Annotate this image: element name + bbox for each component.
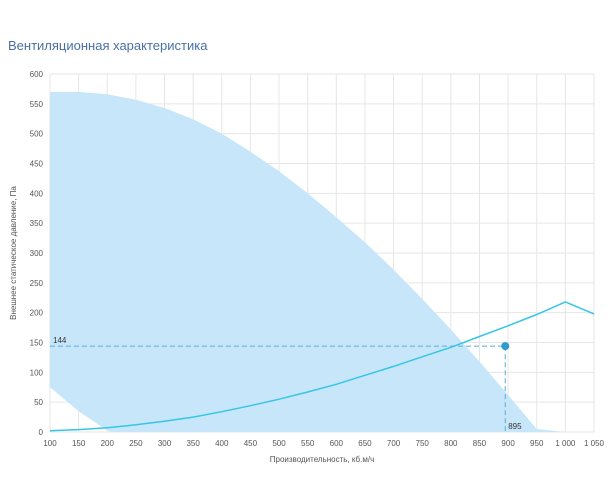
network-curve bbox=[49, 301, 595, 432]
operating-point[interactable] bbox=[501, 342, 510, 351]
x-tick-label: 700 bbox=[387, 439, 401, 448]
x-tick-label: 350 bbox=[186, 439, 200, 448]
x-ticks: 100 150 200 250 300 350 400 450 500 550 600 650 700 7… bbox=[43, 439, 604, 448]
chart-title: Вентиляционная характеристика bbox=[8, 38, 208, 53]
x-tick-label: 850 bbox=[473, 439, 487, 448]
y-tick-label: 300 bbox=[30, 249, 44, 258]
x-tick-label: 250 bbox=[129, 439, 143, 448]
y-tick-label: 550 bbox=[30, 100, 44, 109]
y-tick-label: 50 bbox=[34, 398, 43, 407]
operating-y-label: 144 bbox=[53, 336, 67, 345]
y-tick-label: 500 bbox=[30, 130, 44, 139]
x-tick-label: 100 bbox=[43, 439, 57, 448]
y-ticks: 0 50 100 150 200 250 300 350 400 450 500 550 600 bbox=[30, 70, 44, 437]
lines bbox=[49, 301, 595, 432]
guides: 144 895 bbox=[50, 336, 522, 432]
x-tick-label: 200 bbox=[101, 439, 115, 448]
x-tick-label: 1 000 bbox=[555, 439, 576, 448]
x-tick-label: 150 bbox=[72, 439, 86, 448]
x-tick-label: 750 bbox=[416, 439, 430, 448]
x-tick-label: 1 050 bbox=[584, 439, 605, 448]
y-tick-label: 150 bbox=[30, 339, 44, 348]
x-tick-label: 900 bbox=[501, 439, 515, 448]
x-tick-label: 800 bbox=[444, 439, 458, 448]
y-tick-label: 400 bbox=[30, 189, 44, 198]
y-tick-label: 350 bbox=[30, 219, 44, 228]
working-area bbox=[50, 91, 594, 433]
x-tick-label: 600 bbox=[330, 439, 344, 448]
x-tick-label: 500 bbox=[272, 439, 286, 448]
y-tick-label: 250 bbox=[30, 279, 44, 288]
labels: Производительность, кб.м/ч Внешнее статич… bbox=[9, 186, 374, 464]
x-tick-label: 550 bbox=[301, 439, 315, 448]
x-tick-label: 400 bbox=[215, 439, 229, 448]
x-tick-label: 450 bbox=[244, 439, 258, 448]
areas bbox=[50, 91, 594, 433]
y-tick-label: 450 bbox=[30, 160, 44, 169]
x-tick-label: 300 bbox=[158, 439, 172, 448]
x-tick-label: 650 bbox=[358, 439, 372, 448]
y-tick-label: 200 bbox=[30, 309, 44, 318]
x-axis-label: Производительность, кб.м/ч bbox=[270, 455, 374, 464]
y-tick-label: 600 bbox=[30, 70, 44, 79]
y-tick-label: 100 bbox=[30, 368, 44, 377]
y-tick-label: 0 bbox=[39, 428, 44, 437]
x-tick-label: 950 bbox=[530, 439, 544, 448]
operating-x-label: 895 bbox=[508, 422, 522, 431]
y-axis-label: Внешнее статическое давление, Па bbox=[9, 186, 18, 320]
